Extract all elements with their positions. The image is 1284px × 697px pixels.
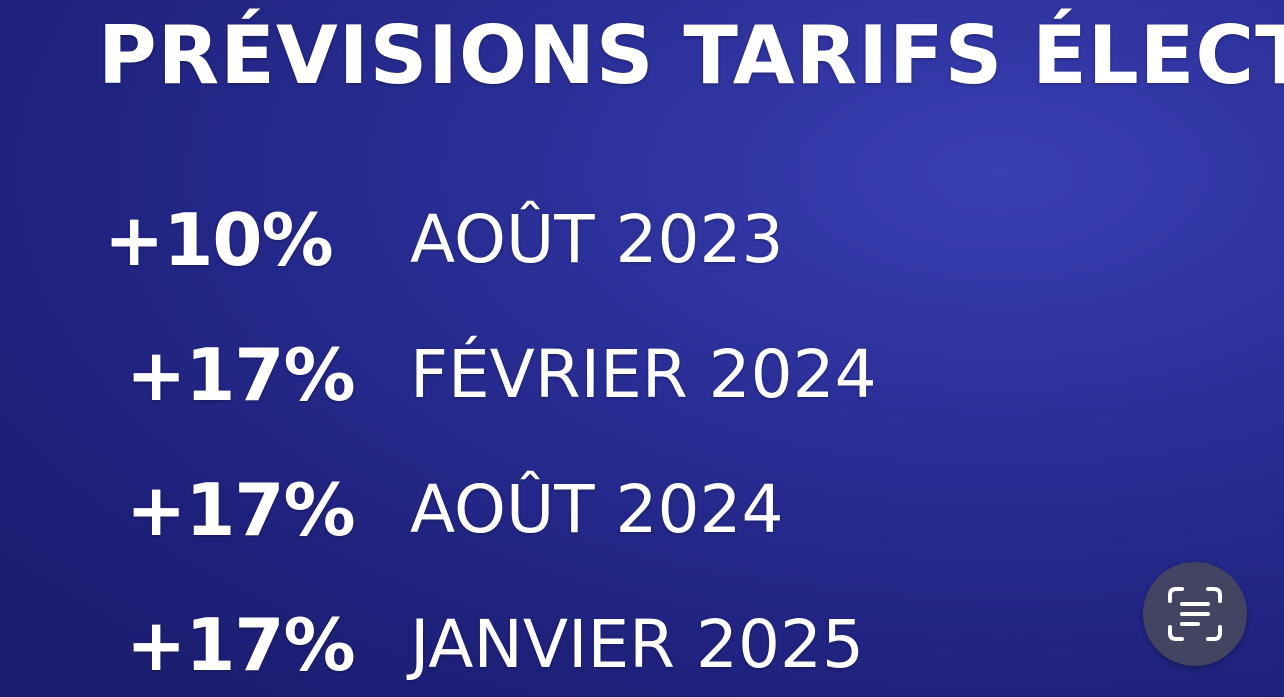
increase-percentage: +17%: [126, 333, 356, 417]
increase-date: AOÛT 2024: [410, 471, 784, 548]
increase-date: FÉVRIER 2024: [410, 336, 877, 413]
live-text-scan-icon: [1168, 587, 1222, 641]
live-text-button[interactable]: [1143, 562, 1247, 666]
increase-date: AOÛT 2023: [410, 201, 784, 278]
increase-percentage: +17%: [126, 468, 356, 552]
increase-date: JANVIER 2025: [410, 606, 864, 683]
increase-percentage: +10%: [104, 198, 334, 282]
forecast-title: PRÉVISIONS TARIFS ÉLECTRI: [98, 9, 1284, 102]
increase-percentage: +17%: [126, 603, 356, 687]
